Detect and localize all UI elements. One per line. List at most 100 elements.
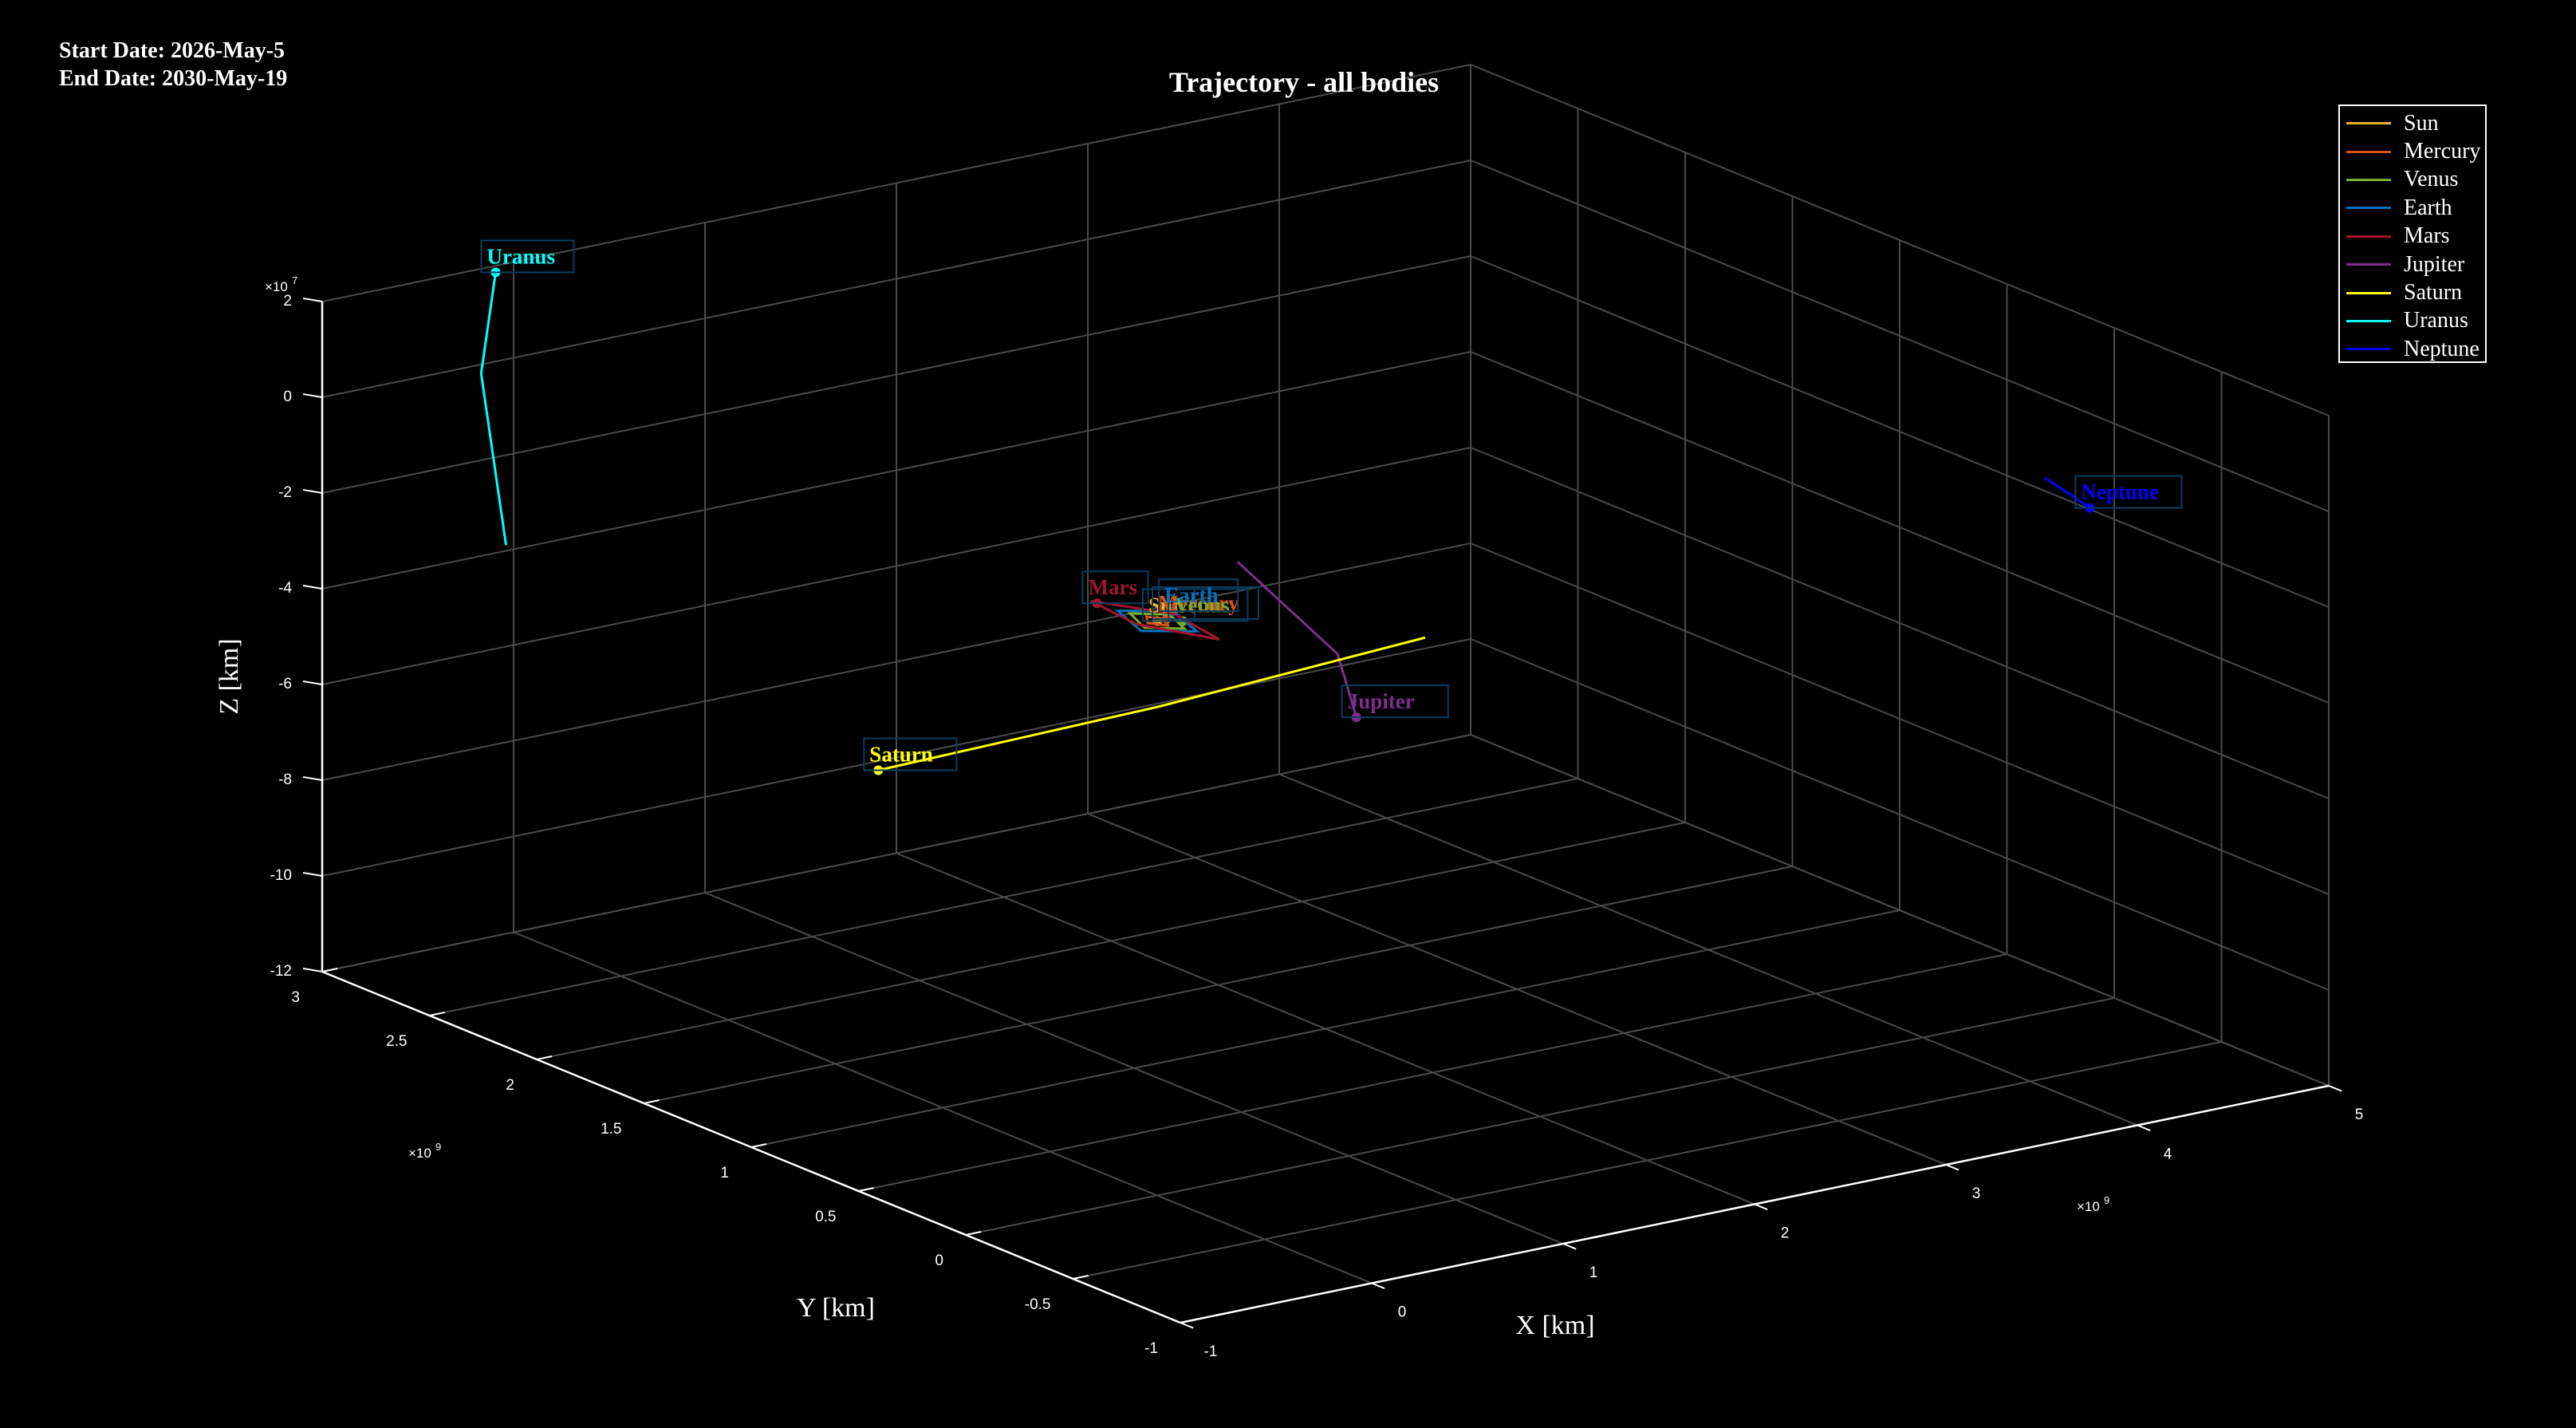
grid-line xyxy=(965,997,2115,1236)
legend-swatch xyxy=(2346,178,2391,181)
y-tick xyxy=(1073,1275,1089,1280)
legend-item-jupiter: Jupiter xyxy=(2340,250,2485,278)
x-tick xyxy=(1562,1243,1577,1250)
end-date: End Date: 2030-May-19 xyxy=(59,66,288,91)
x-tick xyxy=(1945,1164,1960,1171)
trajectory-mars xyxy=(1090,599,1220,641)
y-tick-label: 0.5 xyxy=(815,1209,836,1225)
x-tick-label: 2 xyxy=(1781,1225,1790,1242)
legend-swatch xyxy=(2346,291,2391,294)
axis-layer: -1012345-1-0.500.511.522.53-12-10-8-6-4-… xyxy=(270,293,2364,1360)
z-tick-label: -4 xyxy=(278,580,292,597)
svg-text:×10: ×10 xyxy=(408,1146,431,1161)
label-uranus: Uranus xyxy=(486,244,555,268)
grid-line xyxy=(1470,447,2330,799)
grid-line xyxy=(321,64,1471,302)
z-tick xyxy=(302,872,323,877)
grid-line xyxy=(1470,64,2330,416)
grid-line xyxy=(429,778,1578,1016)
grid-line xyxy=(1470,255,2330,608)
label-mars: Mars xyxy=(1089,575,1137,599)
label-box-mars xyxy=(1081,570,1149,605)
grid-line xyxy=(1470,638,2330,991)
legend-label: Saturn xyxy=(2404,280,2463,306)
z-axis-label: Z [km] xyxy=(215,638,244,714)
label-saturn: Saturn xyxy=(869,743,933,767)
legend-swatch xyxy=(2346,263,2391,266)
grid-layer xyxy=(321,64,2330,1323)
x-tick xyxy=(2137,1124,2151,1132)
legend-swatch xyxy=(2346,150,2391,153)
grid-line xyxy=(536,822,1686,1060)
grid-line xyxy=(1470,542,2330,895)
x-tick-label: 4 xyxy=(2164,1146,2172,1163)
legend-swatch xyxy=(2346,235,2391,238)
legend-label: Mercury xyxy=(2404,139,2481,164)
x-tick-label: 0 xyxy=(1398,1304,1407,1321)
x-tick-label: -1 xyxy=(1204,1343,1218,1360)
grid-line xyxy=(321,160,1471,398)
trajectory-earth xyxy=(1114,609,1200,633)
label-earth: Earth xyxy=(1164,583,1219,607)
y-tick-label: -1 xyxy=(1144,1340,1158,1357)
x-tick xyxy=(1371,1282,1385,1290)
svg-text:7: 7 xyxy=(292,274,297,286)
z-tick xyxy=(302,489,323,494)
label-box-uranus xyxy=(480,239,575,274)
legend-label: Mars xyxy=(2404,223,2450,249)
y-tick xyxy=(965,1231,982,1236)
svg-text:×10: ×10 xyxy=(2077,1199,2100,1214)
legend-item-mercury: Mercury xyxy=(2340,137,2485,165)
legend-label: Jupiter xyxy=(2404,251,2465,277)
y-tick-label: 0 xyxy=(935,1252,943,1269)
label-box-neptune xyxy=(2074,475,2183,509)
chart-title: Trajectory - all bodies xyxy=(1169,66,1439,98)
y-tick xyxy=(321,968,338,972)
legend-label: Venus xyxy=(2404,167,2459,192)
grid-line xyxy=(321,542,1471,781)
legend-swatch xyxy=(2346,348,2391,351)
x-tick-label: 3 xyxy=(1972,1185,1981,1202)
grid-line xyxy=(858,953,2007,1192)
z-tick-label: -8 xyxy=(278,771,292,788)
svg-text:×10: ×10 xyxy=(265,279,288,294)
y-tick xyxy=(858,1187,874,1192)
x-tick xyxy=(1180,1322,1194,1329)
grid-line xyxy=(1470,160,2330,512)
legend-label: Neptune xyxy=(2404,336,2479,361)
grid-line xyxy=(321,638,1471,877)
z-tick xyxy=(302,298,323,302)
legend-label: Sun xyxy=(2404,110,2439,136)
y-tick xyxy=(429,1012,445,1016)
grid-line xyxy=(644,866,1793,1104)
legend: Sun Mercury Venus Earth Mars Jupiter Saturn Ura… xyxy=(2338,105,2487,363)
z-exponent: ×10 7 xyxy=(265,274,297,294)
trajectory-saturn xyxy=(877,636,1426,771)
y-tick-label: 2 xyxy=(506,1077,514,1094)
grid-line xyxy=(1073,1041,2222,1280)
z-tick-label: -2 xyxy=(278,484,292,501)
y-tick xyxy=(644,1099,660,1104)
label-sun: Sun xyxy=(1148,594,1184,617)
z-tick xyxy=(302,585,323,590)
z-tick xyxy=(302,776,323,781)
x-axis-label: X [km] xyxy=(1515,1311,1594,1340)
label-layer: SunMercuryVenusEarthMarsJupiterSaturnUra… xyxy=(480,239,2183,771)
legend-item-earth: Earth xyxy=(2340,194,2485,222)
y-tick-label: 2.5 xyxy=(386,1033,407,1050)
x-tick xyxy=(1754,1203,1768,1211)
grid-line xyxy=(321,351,1471,590)
trajectory-jupiter xyxy=(1236,561,1358,718)
legend-label: Uranus xyxy=(2404,308,2468,333)
label-box-saturn xyxy=(863,737,958,771)
label-box-mercury xyxy=(1152,586,1259,621)
grid-line xyxy=(321,447,1471,685)
trajectory-uranus xyxy=(479,272,507,546)
label-neptune: Neptune xyxy=(2081,480,2159,504)
x-tick-label: 1 xyxy=(1589,1264,1598,1281)
z-tick-label: 2 xyxy=(283,293,292,310)
legend-swatch xyxy=(2346,207,2391,210)
legend-swatch xyxy=(2346,319,2391,322)
y-tick-label: 3 xyxy=(291,989,300,1006)
